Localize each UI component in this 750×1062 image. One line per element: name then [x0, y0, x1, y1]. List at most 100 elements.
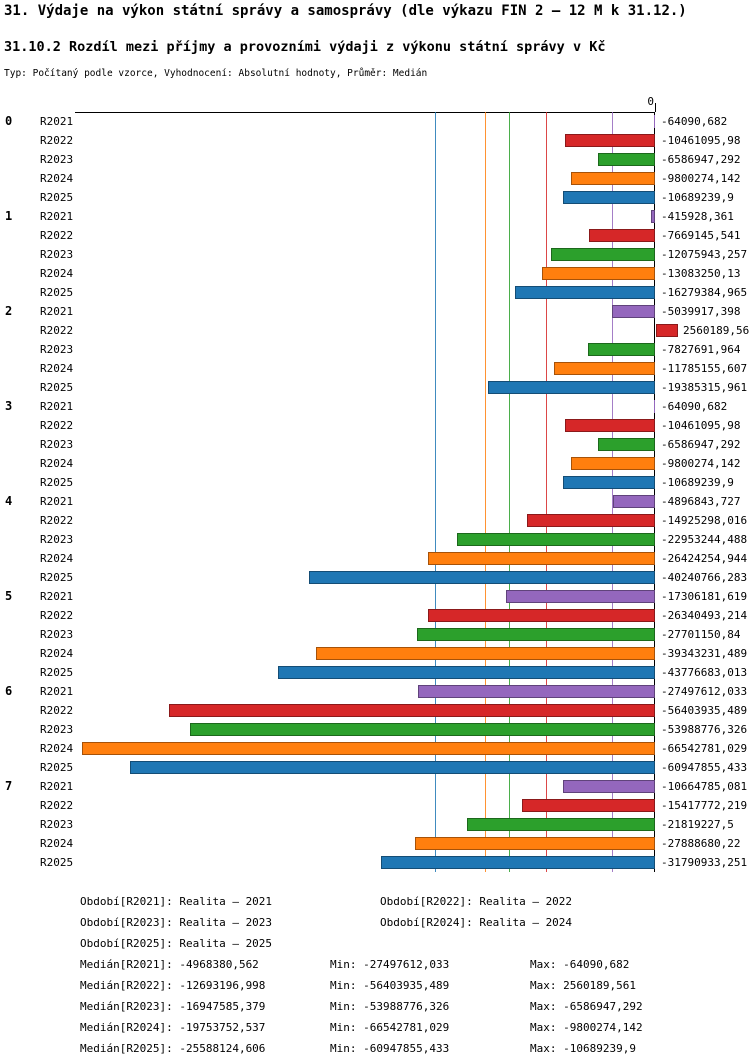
bar-r2022: [522, 799, 655, 812]
series-label: R2021: [40, 590, 74, 603]
bar-r2021: [612, 495, 655, 508]
bar-value-label: -13083250,13: [661, 267, 741, 280]
legend-period: Období[R2024]: Realita – 2024: [380, 916, 573, 929]
chart-title: 31.10.2 Rozdíl mezi příjmy a provozními …: [4, 39, 606, 55]
bar-value-label: -31790933,251: [661, 856, 748, 869]
bar-r2024: [542, 267, 655, 280]
axis-tick: [655, 103, 656, 112]
bar-r2025: [563, 191, 655, 204]
group-label: 6: [5, 684, 13, 698]
bar-value-label: -15417772,219: [661, 799, 748, 812]
bar-value-label: -10689239,9: [661, 191, 734, 204]
bar-value-label: -9800274,142: [661, 172, 741, 185]
series-label: R2025: [40, 571, 74, 584]
series-label: R2023: [40, 343, 74, 356]
bar-value-label: -39343231,489: [661, 647, 748, 660]
bar-r2025: [488, 381, 655, 394]
legend-period: Období[R2023]: Realita – 2023: [80, 916, 273, 929]
plot-area: [75, 112, 655, 872]
bar-r2022: [169, 704, 655, 717]
bar-value-label: -64090,682: [661, 400, 728, 413]
series-label: R2021: [40, 115, 74, 128]
median-line-r2022: [545, 112, 547, 872]
bar-r2023: [598, 153, 655, 166]
bar-value-label: -4896843,727: [661, 495, 741, 508]
bar-value-label: -7827691,964: [661, 343, 741, 356]
legend-min: Min: -53988776,326: [330, 1000, 450, 1013]
bar-value-label: -10461095,98: [661, 134, 741, 147]
legend-median: Medián[R2021]: -4968380,562: [80, 958, 259, 971]
bar-value-label: -43776683,013: [661, 666, 748, 679]
bar-value-label: -14925298,016: [661, 514, 748, 527]
series-label: R2024: [40, 552, 74, 565]
group-label: 3: [5, 399, 13, 413]
series-label: R2025: [40, 856, 74, 869]
bar-r2022: [564, 134, 655, 147]
series-label: R2024: [40, 647, 74, 660]
legend-period: Období[R2021]: Realita – 2021: [80, 895, 273, 908]
bar-value-label: -60947855,433: [661, 761, 748, 774]
bar-value-label: -66542781,029: [661, 742, 748, 755]
series-label: R2024: [40, 362, 74, 375]
bar-value-label: -26340493,214: [661, 609, 748, 622]
bar-r2023: [551, 248, 655, 261]
bar-r2023: [467, 818, 655, 831]
bar-value-label: -415928,361: [661, 210, 734, 223]
median-line-r2023: [509, 112, 511, 872]
bar-r2021: [654, 115, 655, 128]
series-label: R2021: [40, 400, 74, 413]
bar-value-label: -56403935,489: [661, 704, 748, 717]
bar-r2025: [563, 476, 655, 489]
series-label: R2022: [40, 799, 74, 812]
series-label: R2023: [40, 438, 74, 451]
series-label: R2025: [40, 666, 74, 679]
bar-value-label: -6586947,292: [661, 153, 741, 166]
legend-median: Medián[R2024]: -19753752,537: [80, 1021, 266, 1034]
report-title: 31. Výdaje na výkon státní správy a samo…: [4, 3, 687, 19]
series-label: R2022: [40, 324, 74, 337]
bar-r2021: [506, 590, 655, 603]
bar-r2024: [570, 457, 655, 470]
legend-min: Min: -66542781,029: [330, 1021, 450, 1034]
bar-r2024: [570, 172, 655, 185]
bar-r2025: [130, 761, 655, 774]
bar-value-label: -10689239,9: [661, 476, 734, 489]
legend-max: Max: -9800274,142: [530, 1021, 643, 1034]
series-label: R2021: [40, 210, 74, 223]
series-label: R2025: [40, 286, 74, 299]
series-label: R2023: [40, 248, 74, 261]
bar-r2023: [457, 533, 655, 546]
legend-min: Min: -27497612,033: [330, 958, 450, 971]
bar-value-label: -11785155,607: [661, 362, 748, 375]
bar-r2021: [563, 780, 655, 793]
series-label: R2021: [40, 305, 74, 318]
series-label: R2021: [40, 685, 74, 698]
median-line-r2021: [612, 112, 614, 872]
group-label: 0: [5, 114, 13, 128]
bar-value-label: -12075943,257: [661, 248, 748, 261]
bar-r2022: [428, 609, 655, 622]
bar-value-label: -21819227,5: [661, 818, 734, 831]
bar-r2024: [427, 552, 655, 565]
bar-r2021: [418, 685, 655, 698]
median-line-r2024: [484, 112, 486, 872]
median-line-r2025: [434, 112, 436, 872]
bar-value-label: -27888680,22: [661, 837, 741, 850]
series-label: R2022: [40, 419, 74, 432]
bar-r2022: [564, 419, 655, 432]
series-label: R2023: [40, 533, 74, 546]
bar-r2023: [416, 628, 655, 641]
series-label: R2022: [40, 229, 74, 242]
legend-max: Max: 2560189,561: [530, 979, 636, 992]
legend-period: Období[R2022]: Realita – 2022: [380, 895, 573, 908]
axis-zero-label: 0: [647, 95, 654, 108]
legend-median: Medián[R2025]: -25588124,606: [80, 1042, 266, 1055]
bar-r2023: [190, 723, 655, 736]
bar-value-label: -9800274,142: [661, 457, 741, 470]
bar-r2023: [598, 438, 655, 451]
series-label: R2025: [40, 476, 74, 489]
group-label: 4: [5, 494, 13, 508]
